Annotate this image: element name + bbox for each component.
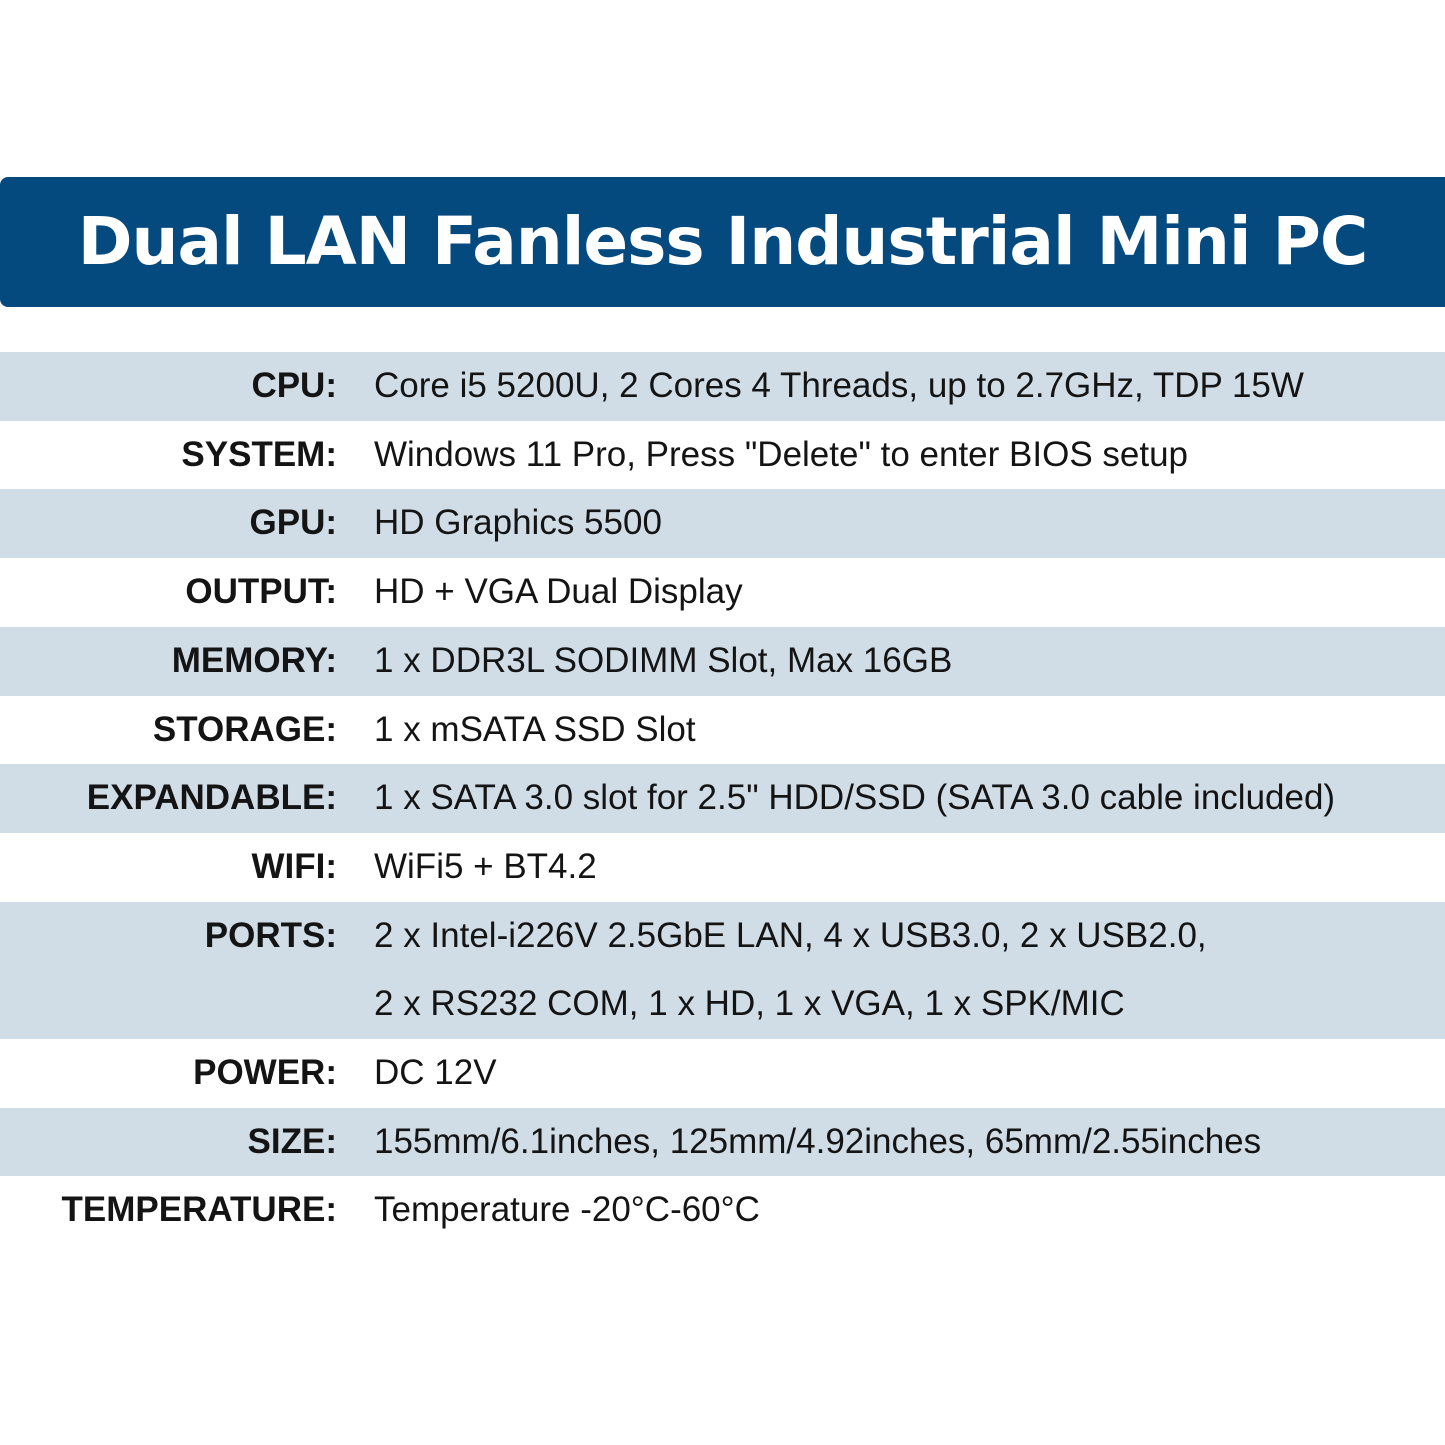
spec-value: Core i5 5200U, 2 Cores 4 Threads, up to … [337, 352, 1304, 421]
spec-row-ports: PORTS: 2 x Intel-i226V 2.5GbE LAN, 4 x U… [0, 901, 1445, 1040]
title-banner: Dual LAN Fanless Industrial Mini PC [0, 177, 1445, 307]
spec-table: CPU: Core i5 5200U, 2 Cores 4 Threads, u… [0, 352, 1445, 1246]
spec-row-expandable: EXPANDABLE: 1 x SATA 3.0 slot for 2.5" H… [0, 764, 1445, 833]
spec-row-gpu: GPU: HD Graphics 5500 [0, 489, 1445, 559]
spec-value: HD + VGA Dual Display [337, 558, 743, 627]
spec-value-line: Temperature -20°C-60°C [374, 1190, 760, 1230]
spec-row-size: SIZE: 155mm/6.1inches, 125mm/4.92inches,… [0, 1107, 1445, 1177]
spec-row-temperature: TEMPERATURE: Temperature -20°C-60°C [0, 1176, 1445, 1246]
spec-value: 2 x Intel-i226V 2.5GbE LAN, 4 x USB3.0, … [337, 902, 1207, 1039]
spec-value-line: 1 x mSATA SSD Slot [374, 709, 696, 749]
spec-value-line: Core i5 5200U, 2 Cores 4 Threads, up to … [374, 366, 1304, 405]
spec-label: STORAGE: [152, 709, 337, 749]
spec-label: OUTPUT: [185, 572, 337, 612]
spec-value-line: 1 x DDR3L SODIMM Slot, Max 16GB [374, 640, 953, 680]
spec-row-output: OUTPUT: HD + VGA Dual Display [0, 558, 1445, 627]
spec-value: WiFi5 + BT4.2 [337, 833, 597, 902]
page-title: Dual LAN Fanless Industrial Mini PC [77, 202, 1369, 280]
spec-label: MEMORY: [171, 640, 337, 680]
spec-value-line: Windows 11 Pro, Press "Delete" to enter … [374, 434, 1189, 474]
spec-label: SYSTEM: [181, 434, 337, 474]
spec-value: 1 x mSATA SSD Slot [337, 696, 696, 765]
spec-label: PORTS: [204, 915, 337, 955]
spec-label: EXPANDABLE: [86, 778, 337, 818]
spec-row-system: SYSTEM: Windows 11 Pro, Press "Delete" t… [0, 420, 1445, 490]
spec-row-storage: STORAGE: 1 x mSATA SSD Slot [0, 695, 1445, 765]
spec-value-line: 2 x RS232 COM, 1 x HD, 1 x VGA, 1 x SPK/… [374, 984, 1125, 1024]
spec-value-line: DC 12V [374, 1053, 497, 1093]
spec-label: CPU: [251, 366, 337, 405]
spec-row-memory: MEMORY: 1 x DDR3L SODIMM Slot, Max 16GB [0, 626, 1445, 696]
spec-value: 155mm/6.1inches, 125mm/4.92inches, 65mm/… [337, 1108, 1261, 1177]
spec-value-line: HD Graphics 5500 [374, 503, 662, 543]
spec-label: WIFI: [251, 846, 337, 886]
spec-label: SIZE: [247, 1121, 337, 1161]
spec-value-line: 1 x SATA 3.0 slot for 2.5" HDD/SSD (SATA… [374, 778, 1336, 818]
spec-row-power: POWER: DC 12V [0, 1039, 1445, 1108]
spec-value: Temperature -20°C-60°C [337, 1176, 760, 1245]
spec-value: HD Graphics 5500 [337, 489, 662, 558]
spec-label: GPU: [249, 503, 338, 543]
spec-value-line: HD + VGA Dual Display [374, 572, 743, 612]
spec-row-wifi: WIFI: WiFi5 + BT4.2 [0, 832, 1445, 902]
spec-value-line: WiFi5 + BT4.2 [374, 846, 597, 886]
spec-label: TEMPERATURE: [61, 1190, 337, 1230]
spec-label: POWER: [193, 1053, 337, 1093]
spec-value-line: 2 x Intel-i226V 2.5GbE LAN, 4 x USB3.0, … [374, 915, 1207, 955]
spec-value: Windows 11 Pro, Press "Delete" to enter … [337, 421, 1188, 490]
spec-row-cpu: CPU: Core i5 5200U, 2 Cores 4 Threads, u… [0, 352, 1445, 421]
spec-value-line: 155mm/6.1inches, 125mm/4.92inches, 65mm/… [374, 1121, 1262, 1161]
spec-value: DC 12V [337, 1039, 497, 1108]
spec-value: 1 x DDR3L SODIMM Slot, Max 16GB [337, 627, 952, 696]
spec-value: 1 x SATA 3.0 slot for 2.5" HDD/SSD (SATA… [337, 764, 1335, 833]
